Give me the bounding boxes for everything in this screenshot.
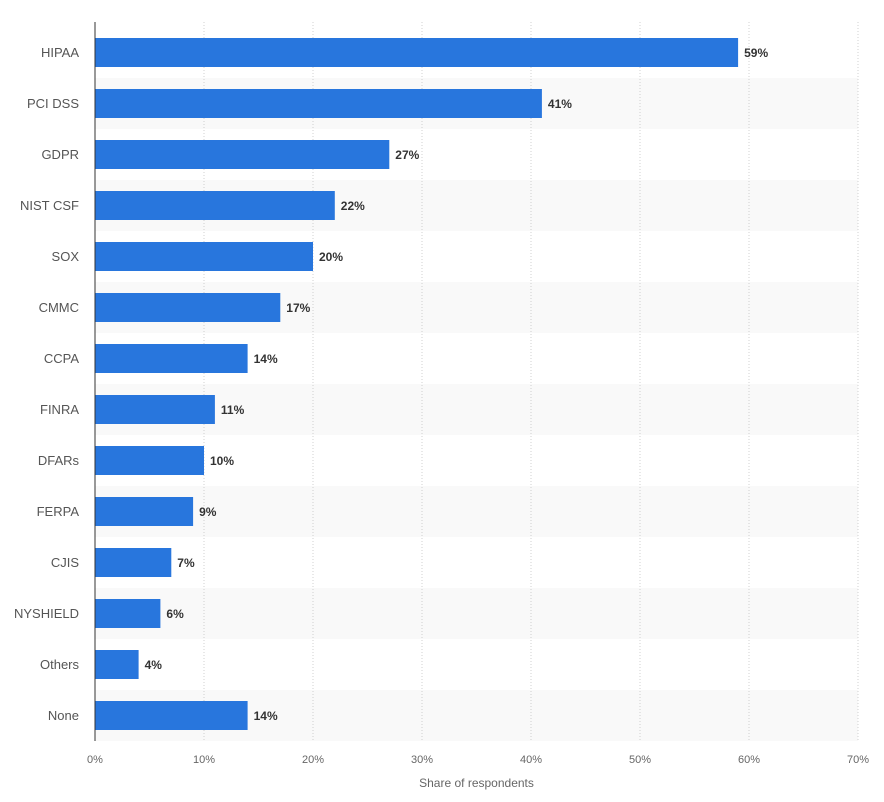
category-label: Others [40,657,80,672]
category-label: CJIS [51,555,80,570]
data-label: 10% [210,454,234,468]
data-label: 22% [341,199,365,213]
data-label: 27% [395,148,419,162]
bar[interactable] [95,140,390,169]
category-label: FERPA [37,504,80,519]
bar[interactable] [95,701,248,730]
category-label: HIPAA [41,45,79,60]
x-axis-ticks: 0% 10% 20% 30% 40% 50% 60% 70% [87,754,869,766]
data-labels: 59% 41% 27% 22% 20% 17% 14% 11% 10% 9% 7% 6% 4% 14% [145,46,769,723]
category-label: SOX [52,249,80,264]
data-label: 4% [145,658,163,672]
bar[interactable] [95,38,739,67]
bar[interactable] [95,446,204,475]
category-label: CCPA [44,351,79,366]
category-label: PCI DSS [27,96,79,111]
category-label: GDPR [41,147,79,162]
bar[interactable] [95,548,172,577]
data-label: 17% [286,301,310,315]
data-label: 41% [548,97,572,111]
x-tick-label: 50% [629,754,651,766]
row-band [95,486,858,537]
category-label: NYSHIELD [14,606,79,621]
category-label: CMMC [39,300,79,315]
bar[interactable] [95,191,335,220]
category-label: FINRA [40,402,79,417]
x-axis-title: Share of respondents [419,776,534,790]
x-tick-label: 60% [738,754,760,766]
bar[interactable] [95,344,248,373]
bars [95,38,739,730]
data-label: 6% [166,607,184,621]
data-label: 14% [254,709,278,723]
row-bands [95,78,858,741]
bar[interactable] [95,293,281,322]
data-label: 14% [254,352,278,366]
x-tick-label: 0% [87,754,103,766]
data-label: 20% [319,250,343,264]
bar[interactable] [95,599,161,628]
category-label: NIST CSF [20,198,79,213]
data-label: 59% [744,46,768,60]
category-label: None [48,708,79,723]
x-tick-label: 70% [847,754,869,766]
data-label: 9% [199,505,217,519]
x-tick-label: 10% [193,754,215,766]
data-label: 7% [177,556,195,570]
x-tick-label: 20% [302,754,324,766]
bar[interactable] [95,395,215,424]
bar[interactable] [95,650,139,679]
bar[interactable] [95,89,542,118]
x-tick-label: 40% [520,754,542,766]
x-tick-label: 30% [411,754,433,766]
row-band [95,384,858,435]
data-label: 11% [221,403,245,417]
category-labels: HIPAA PCI DSS GDPR NIST CSF SOX CMMC CCPA FINRA… [14,45,80,723]
bar[interactable] [95,497,194,526]
row-band [95,588,858,639]
bar[interactable] [95,242,313,271]
category-label: DFARs [38,453,80,468]
